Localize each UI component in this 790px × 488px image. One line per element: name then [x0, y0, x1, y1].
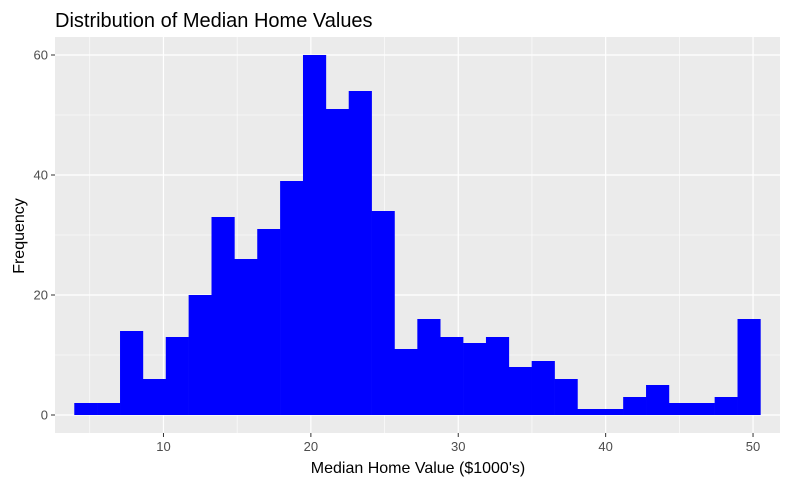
histogram-bar: [371, 211, 395, 415]
x-tick-label: 10: [156, 439, 170, 454]
histogram-bar: [440, 337, 464, 415]
histogram-bar: [577, 409, 601, 415]
y-tick-label: 20: [34, 288, 48, 303]
x-axis-title: Median Home Value ($1000's): [311, 460, 525, 477]
x-tick-label: 30: [451, 439, 465, 454]
histogram-bar: [463, 343, 487, 415]
histogram-bar: [668, 403, 693, 415]
y-tick-label: 0: [41, 408, 48, 423]
histogram-bar: [531, 361, 555, 415]
histogram-bar: [714, 397, 738, 415]
histogram-bar: [120, 331, 144, 415]
histogram-bar: [554, 379, 578, 415]
histogram-bar: [348, 91, 372, 415]
y-axis: 0 20 40 60: [34, 48, 55, 423]
x-tick-label: 20: [304, 439, 318, 454]
histogram-bar: [188, 295, 212, 415]
histogram-bar: [74, 403, 98, 415]
histogram-bar: [325, 109, 350, 415]
histogram-bar: [508, 367, 532, 415]
y-tick-label: 60: [34, 48, 48, 63]
histogram-bar: [417, 319, 441, 415]
x-tick-label: 50: [746, 439, 760, 454]
histogram-bar: [97, 403, 121, 415]
histogram-bar: [691, 403, 715, 415]
histogram-bar: [165, 337, 189, 415]
y-tick-label: 40: [34, 168, 48, 183]
histogram-bar: [737, 319, 761, 415]
histogram-bars: [74, 55, 761, 415]
x-tick-label: 40: [598, 439, 612, 454]
histogram-bar: [257, 229, 281, 415]
histogram-bar: [485, 337, 510, 415]
histogram-bar: [302, 55, 327, 415]
histogram-bar: [280, 181, 304, 415]
histogram-bar: [211, 217, 235, 415]
histogram-bar: [234, 259, 258, 415]
histogram-bar: [623, 397, 647, 415]
histogram-bar: [142, 379, 167, 415]
histogram-bar: [600, 409, 624, 415]
histogram-bar: [394, 349, 418, 415]
chart-title: Distribution of Median Home Values: [55, 10, 373, 32]
x-axis: 10 20 30 40 50: [156, 433, 760, 454]
histogram-bar: [646, 385, 670, 415]
y-axis-title: Frequency: [11, 198, 28, 274]
